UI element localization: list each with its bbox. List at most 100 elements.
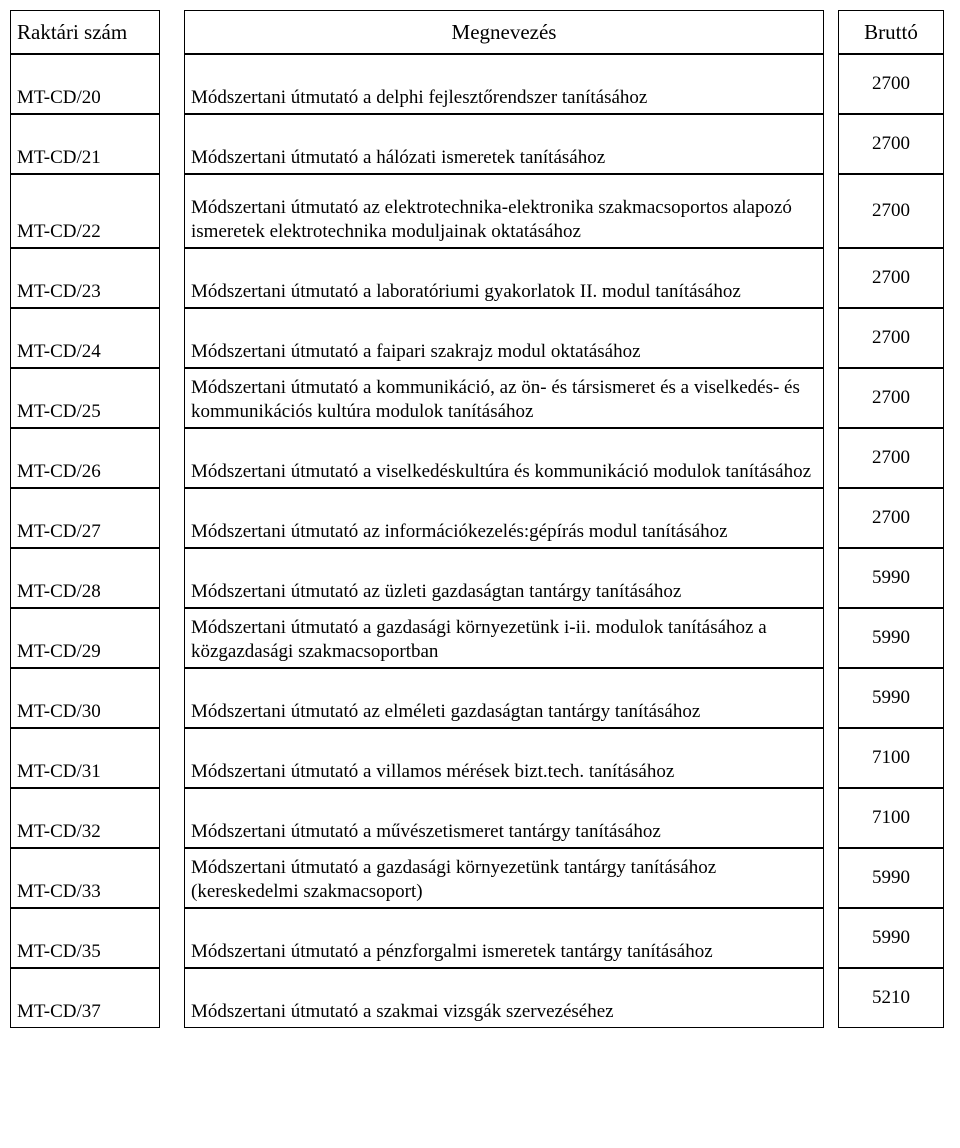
row-gap2 xyxy=(824,174,838,248)
row-gap1 xyxy=(160,488,184,548)
cell-code: MT-CD/37 xyxy=(10,968,160,1028)
cell-price: 2700 xyxy=(838,428,944,488)
table-row: MT-CD/26 Módszertani útmutató a viselkedé… xyxy=(10,428,950,488)
row-gap1 xyxy=(160,248,184,308)
header-desc: Megnevezés xyxy=(184,10,824,54)
cell-desc: Módszertani útmutató az üzleti gazdaságt… xyxy=(184,548,824,608)
row-gap1 xyxy=(160,308,184,368)
row-gap1 xyxy=(160,908,184,968)
row-gap1 xyxy=(160,54,184,114)
row-gap1 xyxy=(160,174,184,248)
cell-code: MT-CD/33 xyxy=(10,848,160,908)
cell-code: MT-CD/30 xyxy=(10,668,160,728)
row-gap1 xyxy=(160,548,184,608)
header-code: Raktári szám xyxy=(10,10,160,54)
cell-price: 5990 xyxy=(838,668,944,728)
cell-desc: Módszertani útmutató az információkezelé… xyxy=(184,488,824,548)
cell-price: 2700 xyxy=(838,174,944,248)
cell-desc: Módszertani útmutató az elektrotechnika-… xyxy=(184,174,824,248)
table-row: MT-CD/31 Módszertani útmutató a villamos … xyxy=(10,728,950,788)
header-gap1 xyxy=(160,10,184,54)
row-gap2 xyxy=(824,788,838,848)
cell-code: MT-CD/23 xyxy=(10,248,160,308)
table-row: MT-CD/22 Módszertani útmutató az elektrot… xyxy=(10,174,950,248)
cell-desc: Módszertani útmutató a viselkedéskultúra… xyxy=(184,428,824,488)
table-header-row: Raktári szám Megnevezés Bruttó xyxy=(10,10,950,54)
cell-code: MT-CD/21 xyxy=(10,114,160,174)
row-gap2 xyxy=(824,428,838,488)
table-row: MT-CD/20 Módszertani útmutató a delphi fe… xyxy=(10,54,950,114)
cell-desc: Módszertani útmutató a művészetismeret t… xyxy=(184,788,824,848)
cell-price: 2700 xyxy=(838,248,944,308)
row-gap2 xyxy=(824,848,838,908)
table-row: MT-CD/33 Módszertani útmutató a gazdasági… xyxy=(10,848,950,908)
row-gap2 xyxy=(824,368,838,428)
cell-price: 5990 xyxy=(838,908,944,968)
cell-price: 5990 xyxy=(838,848,944,908)
row-gap2 xyxy=(824,488,838,548)
cell-desc: Módszertani útmutató a faipari szakrajz … xyxy=(184,308,824,368)
cell-price: 2700 xyxy=(838,54,944,114)
cell-code: MT-CD/24 xyxy=(10,308,160,368)
cell-desc: Módszertani útmutató a delphi fejlesztőr… xyxy=(184,54,824,114)
cell-price: 2700 xyxy=(838,368,944,428)
row-gap1 xyxy=(160,668,184,728)
cell-code: MT-CD/28 xyxy=(10,548,160,608)
table-row: MT-CD/27 Módszertani útmutató az informác… xyxy=(10,488,950,548)
header-price: Bruttó xyxy=(838,10,944,54)
table-row: MT-CD/25 Módszertani útmutató a kommuniká… xyxy=(10,368,950,428)
row-gap1 xyxy=(160,788,184,848)
table-row: MT-CD/28 Módszertani útmutató az üzleti g… xyxy=(10,548,950,608)
cell-code: MT-CD/27 xyxy=(10,488,160,548)
cell-desc: Módszertani útmutató a laboratóriumi gya… xyxy=(184,248,824,308)
table-row: MT-CD/37 Módszertani útmutató a szakmai v… xyxy=(10,968,950,1028)
cell-code: MT-CD/29 xyxy=(10,608,160,668)
cell-desc: Módszertani útmutató a hálózati ismerete… xyxy=(184,114,824,174)
cell-price: 5210 xyxy=(838,968,944,1028)
cell-desc: Módszertani útmutató a pénzforgalmi isme… xyxy=(184,908,824,968)
table-row: MT-CD/21 Módszertani útmutató a hálózati … xyxy=(10,114,950,174)
row-gap2 xyxy=(824,668,838,728)
table-row: MT-CD/30Módszertani útmutató az elméleti… xyxy=(10,668,950,728)
cell-price: 2700 xyxy=(838,488,944,548)
row-gap1 xyxy=(160,968,184,1028)
row-gap2 xyxy=(824,548,838,608)
cell-code: MT-CD/26 xyxy=(10,428,160,488)
cell-price: 7100 xyxy=(838,728,944,788)
table-row: MT-CD/35 Módszertani útmutató a pénzforga… xyxy=(10,908,950,968)
row-gap2 xyxy=(824,114,838,174)
table-row: MT-CD/32 Módszertani útmutató a művészeti… xyxy=(10,788,950,848)
header-gap2 xyxy=(824,10,838,54)
row-gap1 xyxy=(160,728,184,788)
table-row: MT-CD/29Módszertani útmutató a gazdasági… xyxy=(10,608,950,668)
cell-desc: Módszertani útmutató a gazdasági környez… xyxy=(184,848,824,908)
row-gap2 xyxy=(824,728,838,788)
cell-code: MT-CD/32 xyxy=(10,788,160,848)
row-gap2 xyxy=(824,308,838,368)
cell-code: MT-CD/31 xyxy=(10,728,160,788)
cell-price: 2700 xyxy=(838,308,944,368)
table-row: MT-CD/23 Módszertani útmutató a laboratór… xyxy=(10,248,950,308)
cell-desc: Módszertani útmutató a villamos mérések … xyxy=(184,728,824,788)
table-body: MT-CD/20 Módszertani útmutató a delphi fe… xyxy=(10,54,950,1028)
cell-desc: Módszertani útmutató a kommunikáció, az … xyxy=(184,368,824,428)
row-gap2 xyxy=(824,968,838,1028)
cell-price: 2700 xyxy=(838,114,944,174)
row-gap1 xyxy=(160,608,184,668)
table-row: MT-CD/24 Módszertani útmutató a faipari s… xyxy=(10,308,950,368)
row-gap1 xyxy=(160,114,184,174)
cell-code: MT-CD/20 xyxy=(10,54,160,114)
row-gap2 xyxy=(824,908,838,968)
cell-price: 7100 xyxy=(838,788,944,848)
row-gap1 xyxy=(160,428,184,488)
row-gap2 xyxy=(824,608,838,668)
row-gap2 xyxy=(824,248,838,308)
cell-desc: Módszertani útmutató a szakmai vizsgák s… xyxy=(184,968,824,1028)
cell-code: MT-CD/25 xyxy=(10,368,160,428)
cell-price: 5990 xyxy=(838,608,944,668)
cell-code: MT-CD/22 xyxy=(10,174,160,248)
row-gap2 xyxy=(824,54,838,114)
row-gap1 xyxy=(160,848,184,908)
cell-price: 5990 xyxy=(838,548,944,608)
cell-code: MT-CD/35 xyxy=(10,908,160,968)
